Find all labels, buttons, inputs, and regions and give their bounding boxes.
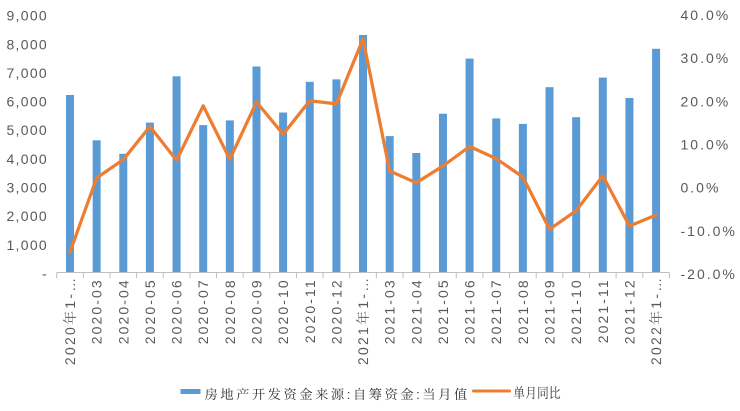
- svg-text:2021-08: 2021-08: [515, 278, 531, 344]
- svg-text:-20.0%: -20.0%: [681, 266, 737, 282]
- svg-text:5,000: 5,000: [6, 122, 48, 138]
- svg-text:1,000: 1,000: [6, 237, 48, 253]
- svg-text:2021-03: 2021-03: [382, 278, 398, 344]
- svg-text:2021-06: 2021-06: [462, 278, 478, 344]
- svg-text:3,000: 3,000: [6, 180, 48, 196]
- svg-text:2020-09: 2020-09: [248, 278, 264, 344]
- svg-text:2,000: 2,000: [6, 208, 48, 224]
- svg-text:2020-10: 2020-10: [275, 278, 291, 344]
- svg-text:2020-04: 2020-04: [115, 278, 131, 344]
- svg-text:2020-11: 2020-11: [302, 278, 318, 343]
- svg-text:2021-04: 2021-04: [408, 278, 424, 344]
- svg-text:2021-05: 2021-05: [435, 278, 451, 344]
- svg-text:4,000: 4,000: [6, 151, 48, 167]
- svg-text:2020-08: 2020-08: [222, 278, 238, 344]
- svg-text:2021-07: 2021-07: [488, 278, 504, 344]
- svg-text:2020-03: 2020-03: [89, 278, 105, 344]
- svg-text:2021-09: 2021-09: [542, 278, 558, 344]
- svg-text:6,000: 6,000: [6, 94, 48, 110]
- svg-text:30.0%: 30.0%: [681, 50, 731, 66]
- svg-text:7,000: 7,000: [6, 65, 48, 81]
- svg-text:2020-06: 2020-06: [169, 278, 185, 344]
- svg-text:10.0%: 10.0%: [681, 137, 731, 153]
- svg-text:2021-12: 2021-12: [621, 278, 637, 344]
- svg-text:20.0%: 20.0%: [681, 93, 731, 109]
- svg-text:2020-05: 2020-05: [142, 278, 158, 344]
- svg-text:9,000: 9,000: [6, 8, 48, 24]
- svg-text:-: -: [42, 266, 48, 282]
- svg-text:0.0%: 0.0%: [681, 180, 721, 196]
- svg-text:2021-11: 2021-11: [595, 278, 611, 343]
- svg-text:2020-12: 2020-12: [328, 278, 344, 344]
- svg-text:40.0%: 40.0%: [681, 7, 731, 23]
- svg-text:-10.0%: -10.0%: [681, 223, 737, 239]
- svg-text:2020-07: 2020-07: [195, 278, 211, 344]
- svg-text:2021-10: 2021-10: [568, 278, 584, 344]
- svg-text:8,000: 8,000: [6, 36, 48, 52]
